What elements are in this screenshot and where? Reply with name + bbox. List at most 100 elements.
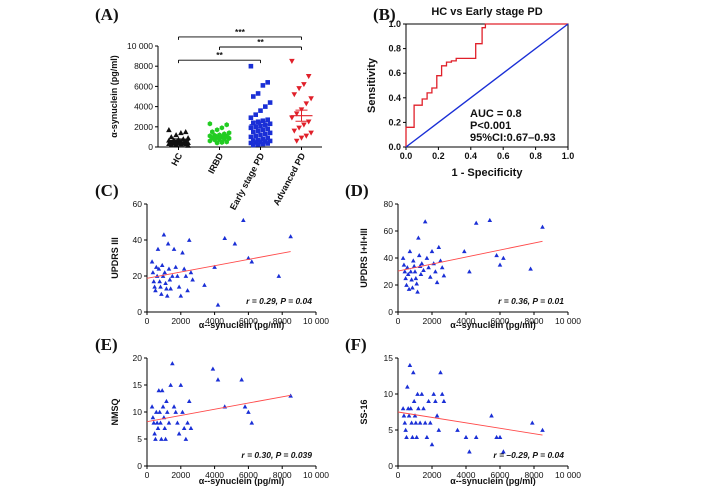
data-point xyxy=(202,282,207,287)
data-point xyxy=(301,82,307,88)
x-tick-label-f: 8000 xyxy=(525,470,544,480)
data-point xyxy=(249,420,255,425)
data-point xyxy=(403,275,408,281)
data-point xyxy=(414,281,419,286)
x-tick-label-e: 2000 xyxy=(171,470,190,480)
data-point xyxy=(258,139,263,145)
data-point xyxy=(411,258,416,263)
data-point xyxy=(150,415,156,420)
data-point xyxy=(406,286,412,291)
data-point xyxy=(291,128,298,134)
x-tick-label-d: 6000 xyxy=(491,316,510,326)
data-point xyxy=(149,404,155,409)
chart-title-b: HC vs Early stage PD xyxy=(431,6,542,18)
points-c xyxy=(149,217,293,307)
y-tick-label-b: 0.2 xyxy=(388,117,401,127)
data-point xyxy=(166,127,172,133)
data-point xyxy=(239,377,244,382)
data-point xyxy=(417,420,423,425)
stat-label-b: AUC = 0.8 xyxy=(470,108,522,120)
reference-line xyxy=(405,23,569,148)
y-tick-label-e: 10 xyxy=(133,407,143,417)
series-early-stage-pd xyxy=(248,63,273,148)
data-point xyxy=(162,425,168,431)
x-tick-label-b: 0.8 xyxy=(529,151,542,161)
data-point xyxy=(224,139,229,145)
y-axis-title-c: UPDRS III xyxy=(110,237,120,279)
data-point xyxy=(178,382,184,387)
data-point xyxy=(418,271,424,277)
data-point xyxy=(180,409,185,414)
data-point xyxy=(153,264,159,269)
data-point xyxy=(414,434,419,440)
data-point xyxy=(226,135,232,142)
data-point xyxy=(255,91,261,96)
y-axis-title-d: UPDRS I+II+III xyxy=(359,228,369,288)
data-point xyxy=(251,142,256,148)
x-tick-label-b: 1.0 xyxy=(562,151,575,161)
data-point xyxy=(400,255,406,260)
data-point xyxy=(207,121,213,127)
data-point xyxy=(222,235,228,241)
data-point xyxy=(428,420,433,425)
data-point xyxy=(170,361,175,366)
stat-label-c: r = 0.29, P = 0.04 xyxy=(246,296,312,306)
data-point xyxy=(176,284,182,289)
y-tick-label-a: 6000 xyxy=(134,81,153,91)
data-point xyxy=(171,404,177,409)
data-point xyxy=(421,267,426,272)
data-point xyxy=(186,237,192,242)
data-point xyxy=(265,135,270,141)
data-point xyxy=(436,427,442,432)
data-point xyxy=(441,398,447,404)
data-point xyxy=(182,129,189,135)
data-point xyxy=(416,406,421,411)
stat-label-f: r = –0.29, P = 0.04 xyxy=(493,450,564,460)
x-tick-label-b: 0.2 xyxy=(432,151,445,161)
data-point xyxy=(419,261,425,266)
data-point xyxy=(215,377,221,382)
x-tick-label-e: 8000 xyxy=(273,470,292,480)
x-tick-label-a: Early stage PD xyxy=(228,151,267,212)
data-point xyxy=(232,241,238,246)
data-point xyxy=(410,434,415,440)
data-point xyxy=(401,262,407,267)
data-point xyxy=(158,284,163,289)
data-point xyxy=(301,122,307,128)
data-point xyxy=(497,262,503,267)
x-tick-label-c: 2000 xyxy=(171,316,190,326)
data-point xyxy=(501,255,506,260)
x-tick-label-c: 10 000 xyxy=(303,316,329,326)
data-point xyxy=(409,277,414,282)
data-point xyxy=(413,420,419,425)
data-point xyxy=(463,434,469,440)
data-point xyxy=(175,273,180,278)
y-tick-label-e: 0 xyxy=(137,461,142,471)
data-point xyxy=(293,138,300,144)
y-axis-title-b: Sensitivity xyxy=(366,57,378,113)
data-point xyxy=(424,255,430,260)
data-point xyxy=(190,277,195,282)
data-point xyxy=(164,286,169,291)
x-tick-label-a: IRBD xyxy=(206,151,225,176)
y-tick-label-c: 40 xyxy=(133,235,143,245)
data-point xyxy=(260,136,266,142)
data-point xyxy=(253,140,258,145)
data-point xyxy=(434,280,440,285)
data-point xyxy=(157,409,162,414)
data-point xyxy=(416,253,422,258)
data-point xyxy=(242,404,248,409)
data-point xyxy=(260,127,266,133)
data-point xyxy=(248,125,254,131)
data-point xyxy=(291,92,298,98)
data-point xyxy=(408,406,414,411)
data-point xyxy=(156,388,162,393)
x-tick-label-a: HC xyxy=(169,151,184,168)
data-point xyxy=(263,104,268,109)
stat-label-e: r = 0.30, P = 0.039 xyxy=(241,450,312,460)
stat-label-b: P<0.001 xyxy=(470,120,511,132)
x-tick-label-d: 0 xyxy=(396,316,401,326)
data-point xyxy=(494,434,499,440)
data-point xyxy=(473,434,479,440)
y-tick-label-a: 2000 xyxy=(134,122,153,132)
